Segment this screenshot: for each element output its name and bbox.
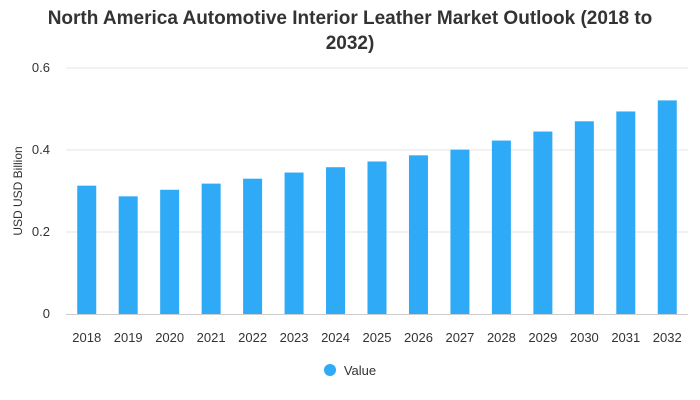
x-tick-label: 2027 bbox=[445, 330, 474, 345]
bar-2029[interactable] bbox=[533, 131, 553, 314]
x-tick-label: 2028 bbox=[487, 330, 516, 345]
chart-title-line-2: 2032) bbox=[325, 33, 375, 54]
bar-2025[interactable] bbox=[367, 161, 387, 314]
x-tick-label: 2031 bbox=[611, 330, 640, 345]
x-tick-label: 2026 bbox=[404, 330, 433, 345]
chart-title: North America Automotive Interior Leathe… bbox=[0, 6, 700, 56]
bar-2030[interactable] bbox=[574, 121, 594, 314]
legend-label-value: Value bbox=[343, 362, 377, 378]
legend-swatch-value bbox=[323, 364, 336, 376]
x-tick-label: 2022 bbox=[238, 330, 267, 345]
x-tick-label: 2032 bbox=[653, 330, 682, 345]
bar-2021[interactable] bbox=[201, 183, 221, 314]
bar-2028[interactable] bbox=[491, 140, 511, 314]
y-tick-label: 0.6 bbox=[32, 60, 50, 75]
y-tick-label: 0.2 bbox=[32, 224, 50, 239]
bar-2032[interactable] bbox=[657, 100, 677, 314]
bar-2019[interactable] bbox=[118, 196, 138, 314]
x-tick-label: 2030 bbox=[570, 330, 599, 345]
bar-2026[interactable] bbox=[408, 155, 428, 314]
y-axis-label: USD USD Billion bbox=[11, 146, 25, 235]
bar-2022[interactable] bbox=[243, 178, 263, 314]
x-tick-label: 2021 bbox=[197, 330, 226, 345]
x-axis-ticks: 2018 2019 2020 2021 2022 2023 2024 2025 2026 2027… bbox=[72, 330, 681, 345]
bar-2018[interactable] bbox=[77, 185, 97, 314]
x-tick-label: 2018 bbox=[72, 330, 101, 345]
x-tick-label: 2024 bbox=[321, 330, 350, 345]
x-tick-label: 2019 bbox=[114, 330, 143, 345]
y-axis-ticks: 0 0.2 0.4 0.6 bbox=[32, 60, 50, 321]
bar-2027[interactable] bbox=[450, 149, 470, 314]
bar-2031[interactable] bbox=[616, 111, 636, 315]
chart-title-line-1: North America Automotive Interior Leathe… bbox=[47, 8, 653, 29]
x-tick-label: 2020 bbox=[155, 330, 184, 345]
bar-2023[interactable] bbox=[284, 172, 304, 314]
x-tick-label: 2029 bbox=[528, 330, 557, 345]
legend[interactable]: Value bbox=[0, 360, 700, 380]
bar-2024[interactable] bbox=[326, 167, 346, 314]
x-tick-label: 2025 bbox=[363, 330, 392, 345]
x-tick-label: 2023 bbox=[280, 330, 309, 345]
bar-2020[interactable] bbox=[160, 189, 180, 314]
y-tick-label: 0.4 bbox=[32, 142, 50, 157]
y-tick-label: 0 bbox=[43, 306, 50, 321]
bars bbox=[77, 100, 677, 315]
